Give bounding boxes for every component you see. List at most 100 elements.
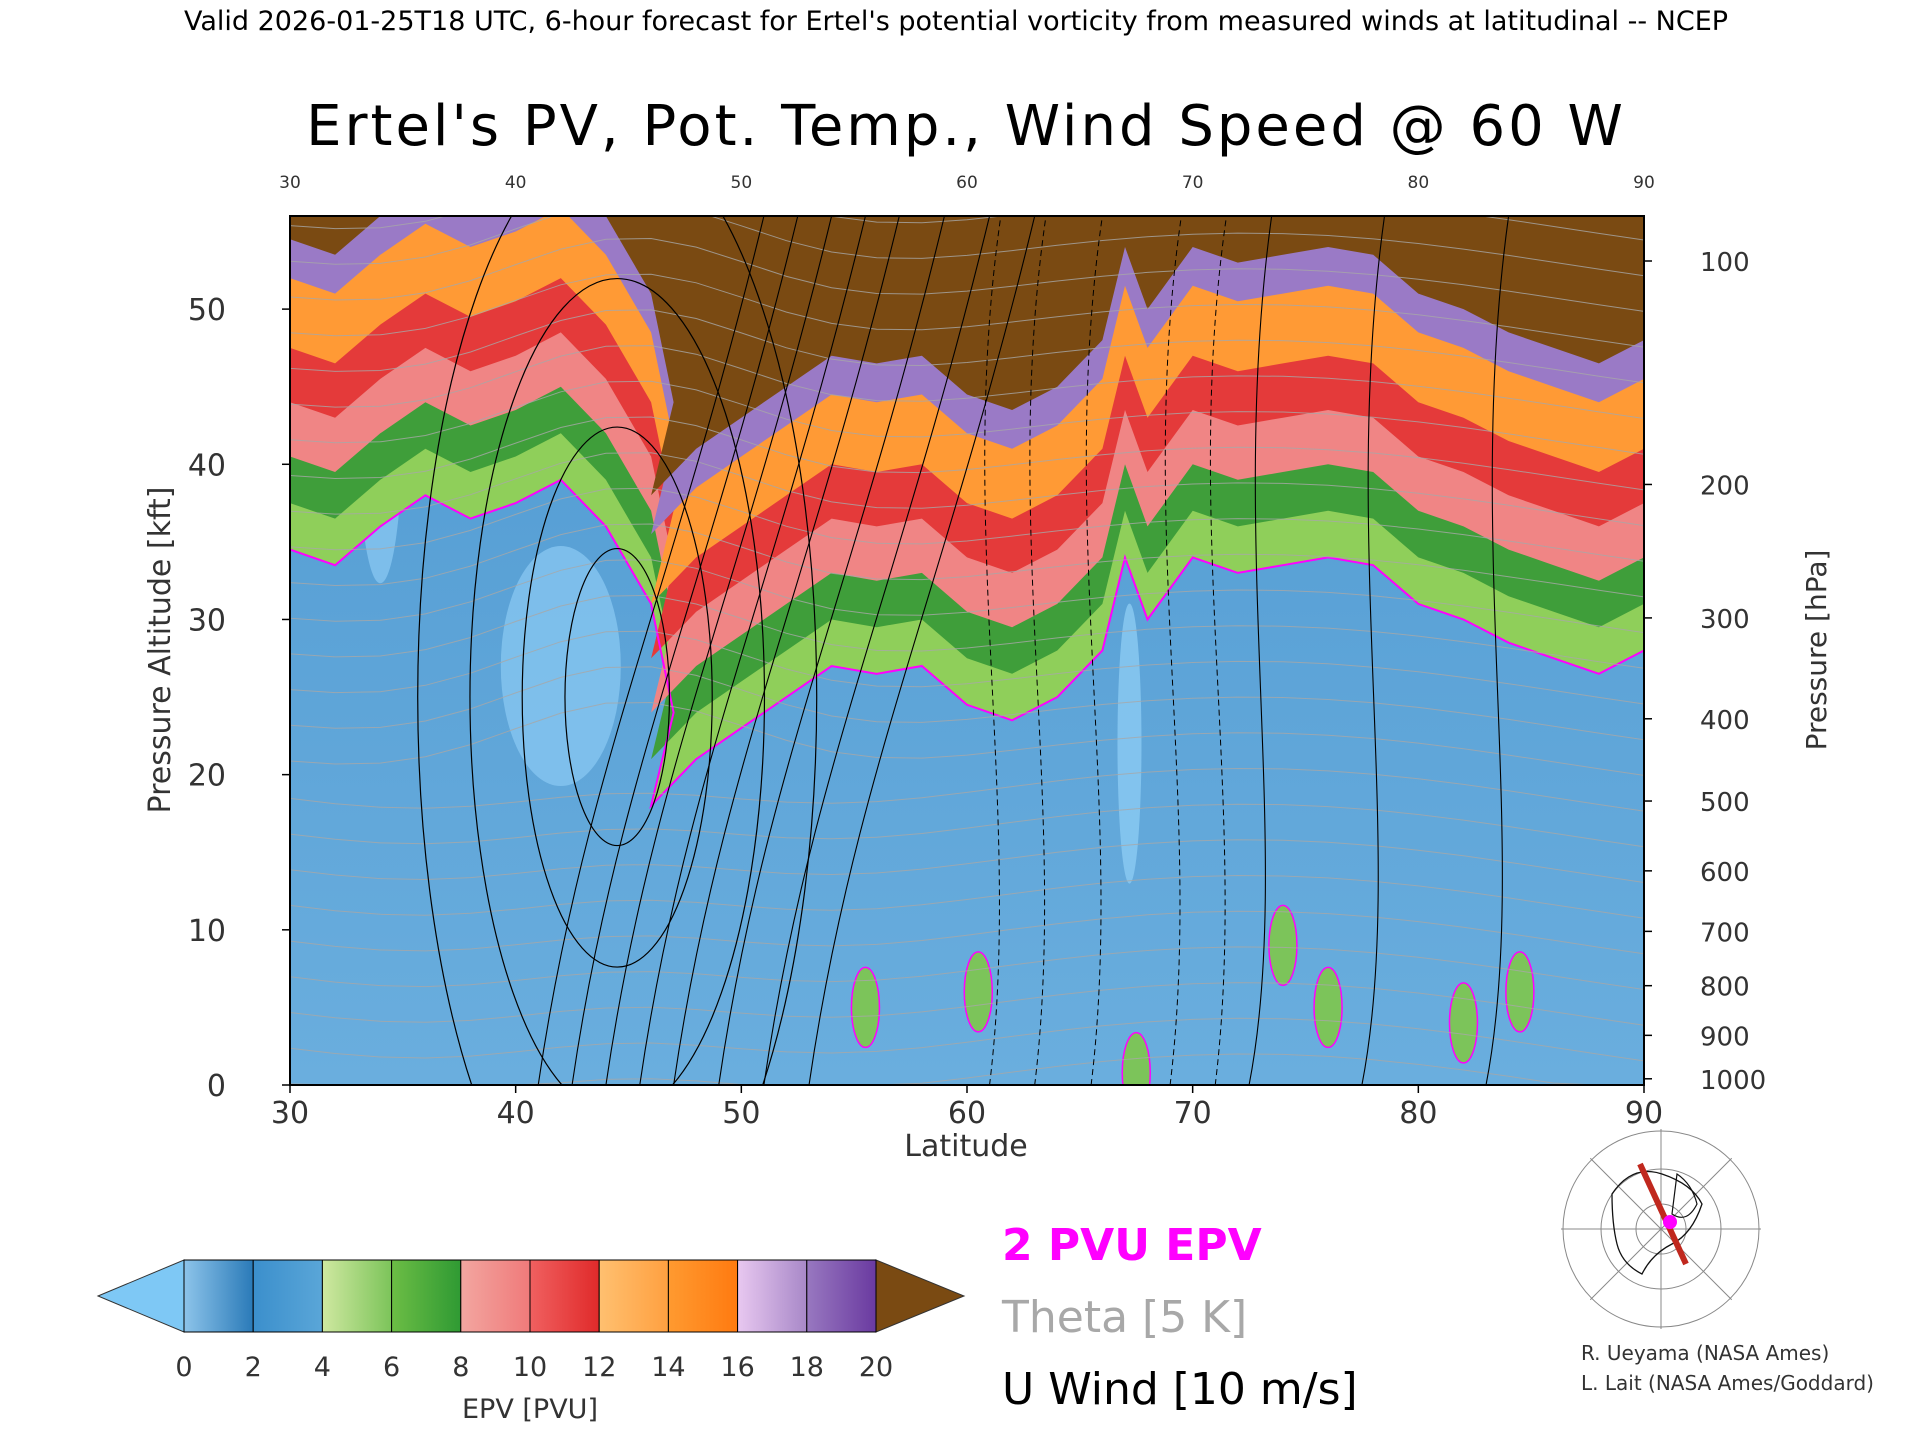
pressure-tick-label: 800 xyxy=(1700,973,1750,1003)
pressure-tick-label: 700 xyxy=(1700,918,1750,948)
top-tick-label: 80 xyxy=(1408,173,1430,193)
u-wind-contour xyxy=(564,547,671,847)
theta-isentrope xyxy=(290,1017,1644,1062)
inset-marker xyxy=(1663,1215,1677,1229)
theta-isentrope xyxy=(290,839,1644,883)
theta-isentrope xyxy=(290,946,1644,990)
pressure-tick-label: 500 xyxy=(1700,788,1750,818)
colorbar-tick-label: 20 xyxy=(859,1352,893,1383)
u-wind-contour xyxy=(469,278,766,1085)
colorbar-tick-label: 4 xyxy=(314,1352,331,1383)
pressure-tick-label: 600 xyxy=(1700,858,1750,888)
colorbar-tick-label: 8 xyxy=(452,1352,469,1383)
theta-isentrope xyxy=(290,380,1644,455)
y-tick-label: 50 xyxy=(188,293,226,328)
u-wind-contour xyxy=(718,216,945,1085)
u-wind-contour xyxy=(537,216,765,1085)
theta-isentrope xyxy=(290,523,1644,598)
x-tick-label: 50 xyxy=(722,1096,760,1131)
colorbar-tick-label: 0 xyxy=(175,1352,192,1383)
colorbar-tick-label: 14 xyxy=(651,1352,685,1383)
u-wind-contour xyxy=(1248,216,1273,1085)
colorbar-under-arrow xyxy=(96,1259,185,1333)
u-wind-contour xyxy=(808,216,1036,1085)
pressure-tick-label: 300 xyxy=(1700,605,1750,635)
inset-coastline xyxy=(1611,1170,1703,1275)
inset-section-line xyxy=(1637,1162,1689,1266)
pressure-tick-label: 1000 xyxy=(1700,1066,1766,1096)
theta-isentrope xyxy=(290,910,1644,955)
u-wind-contour xyxy=(521,426,713,968)
top-tick-label: 60 xyxy=(956,173,978,193)
u-wind-contour xyxy=(1361,216,1386,1085)
top-tick-label: 70 xyxy=(1182,173,1204,193)
theta-isentrope xyxy=(290,630,1644,705)
theta-isentrope xyxy=(290,594,1644,669)
colorbar-tick-label: 10 xyxy=(513,1352,547,1383)
top-tick-label: 40 xyxy=(505,173,527,193)
colorbar-bin xyxy=(737,1259,808,1333)
pressure-tick-label: 100 xyxy=(1700,248,1750,278)
theta-isentrope xyxy=(290,345,1644,419)
x-tick-label: 40 xyxy=(497,1096,535,1131)
theta-isentrope xyxy=(290,982,1644,1026)
top-tick-label: 90 xyxy=(1633,173,1655,193)
u-wind-contour-negative xyxy=(984,216,1002,1085)
colorbar-bin xyxy=(183,1259,254,1333)
x-tick-label: 70 xyxy=(1174,1096,1212,1131)
low-level-pv-cell xyxy=(963,951,994,1033)
theta-isentrope xyxy=(290,767,1644,812)
u-wind-contour xyxy=(605,216,833,1085)
u-wind-contour-negative xyxy=(1085,216,1103,1085)
u-wind-contour-negative xyxy=(1029,216,1047,1085)
theta-isentrope xyxy=(290,416,1644,491)
colorbar-bin xyxy=(460,1259,531,1333)
top-tick-label: 50 xyxy=(731,173,753,193)
theta-isentrope xyxy=(290,273,1644,348)
chart-title: Ertel's PV, Pot. Temp., Wind Speed @ 60 … xyxy=(306,94,1626,159)
colorbar-bin xyxy=(321,1259,393,1333)
colorbar-bin xyxy=(391,1259,462,1333)
low-level-pv-cell xyxy=(1268,904,1298,987)
x-axis-label: Latitude xyxy=(904,1129,1027,1164)
legend-theta: Theta [5 K] xyxy=(1001,1292,1247,1343)
colorbar-over-arrow xyxy=(875,1259,966,1333)
u-wind-contour xyxy=(673,216,900,1085)
legend-uwind: U Wind [10 m/s] xyxy=(1002,1364,1358,1415)
colorbar-bin xyxy=(598,1259,669,1333)
inset-meridian xyxy=(1589,1228,1662,1301)
colorbar-tick-label: 18 xyxy=(790,1352,824,1383)
legend: 2 PVU EPV Theta [5 K] U Wind [10 m/s] xyxy=(1001,1220,1358,1415)
theta-isentrope xyxy=(290,487,1644,562)
y-tick-label: 10 xyxy=(188,914,226,949)
legend-2pvu: 2 PVU EPV xyxy=(1002,1220,1262,1271)
valid-line: Valid 2026-01-25T18 UTC, 6-hour forecast… xyxy=(184,6,1728,37)
low-level-pv-cell xyxy=(1121,1031,1151,1085)
low-level-pv-cell xyxy=(1505,951,1535,1033)
inset-map xyxy=(1561,1129,1761,1329)
u-wind-contour-negative xyxy=(1164,216,1182,1085)
low-level-pv-cell xyxy=(850,966,881,1049)
colorbar-bin xyxy=(529,1259,600,1333)
y-tick-label: 40 xyxy=(188,448,226,483)
u-wind-contour-negative xyxy=(1209,216,1228,1085)
y-tick-label: 30 xyxy=(188,603,226,638)
theta-isentrope xyxy=(290,666,1644,741)
colorbar: 0 2 4 6 8 10 12 14 16 18 20 xyxy=(96,1259,966,1383)
u-wind-contour xyxy=(763,216,991,1085)
x-tick-label: 30 xyxy=(271,1096,309,1131)
stratosphere-brown xyxy=(290,216,1644,496)
low-level-pv-cell xyxy=(1448,982,1479,1064)
pressure-tick-label: 400 xyxy=(1700,706,1750,736)
low-pv-spike xyxy=(1117,603,1142,884)
y-tick-label: 0 xyxy=(207,1069,226,1104)
colorbar-bin xyxy=(667,1259,739,1333)
theta-isentrope xyxy=(290,309,1644,384)
theta-isentrope xyxy=(290,237,1644,312)
theta-isentrope xyxy=(290,452,1644,527)
colorbar-tick-label: 2 xyxy=(245,1352,262,1383)
u-wind-contour xyxy=(417,216,818,1085)
theta-isentrope xyxy=(290,701,1644,776)
